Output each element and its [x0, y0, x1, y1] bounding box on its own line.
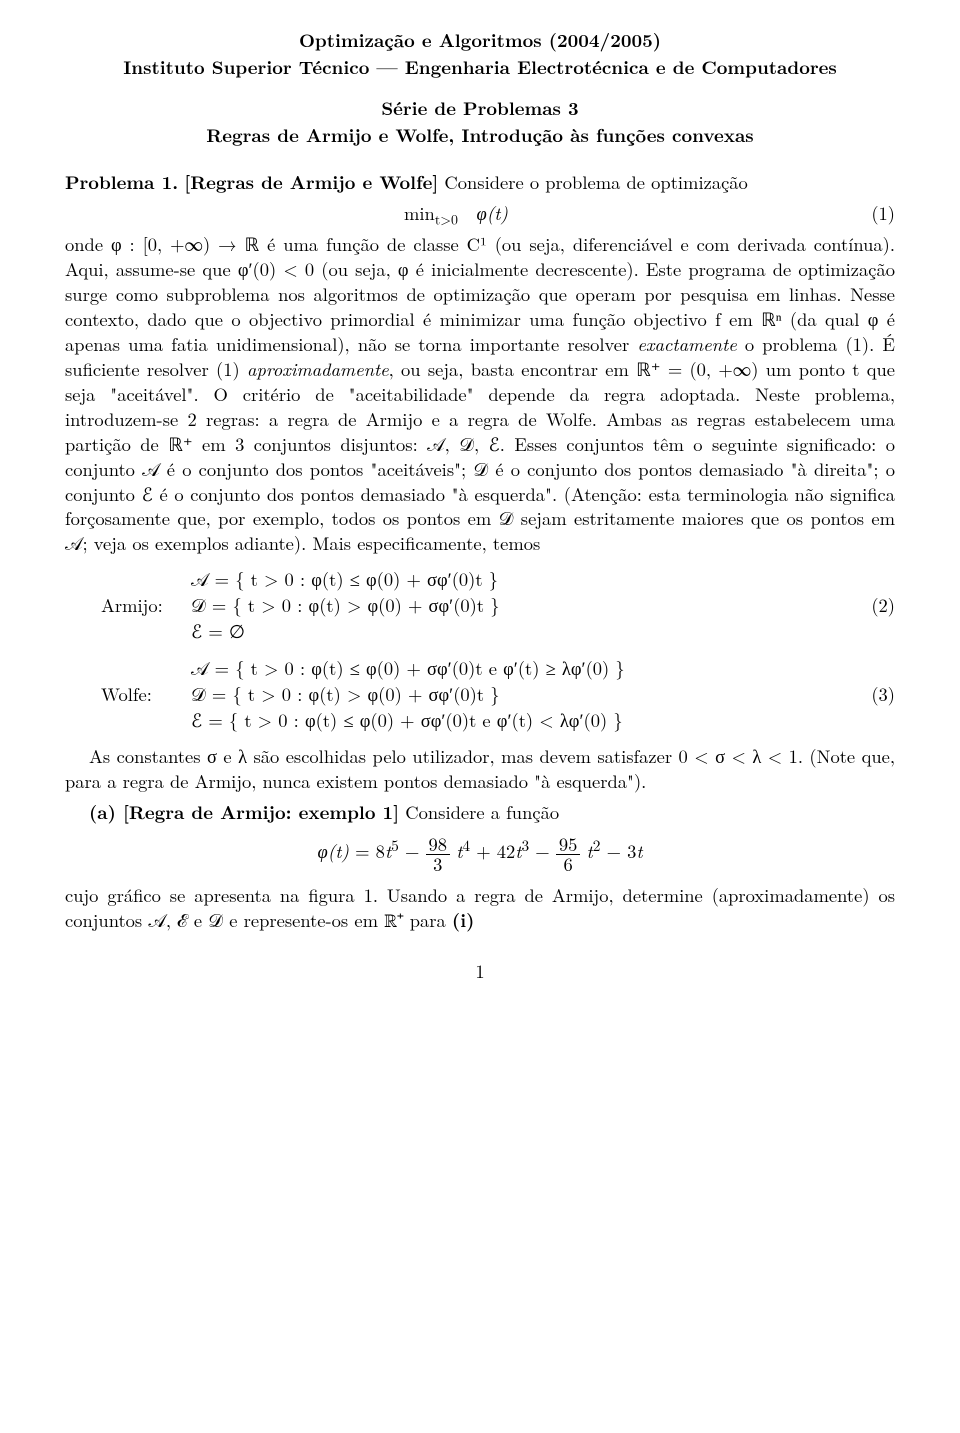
wolfe-label: Wolfe:: [101, 682, 191, 707]
wolfe-def-A: 𝒜 = { t > 0 : φ(t) ≤ φ(0) + σφ′(0)t e φ′…: [191, 656, 847, 681]
part-a-after: Considere a função: [399, 799, 559, 825]
body-part-3: , ou seja, basta encontrar em ℝ⁺ = (0, +…: [65, 356, 895, 557]
series-subtitle: Regras de Armijo e Wolfe, Introdução às …: [65, 123, 895, 148]
page-number: 1: [65, 959, 895, 984]
problem-bracket-title: [Regras de Armijo e Wolfe]: [184, 169, 438, 195]
eq-phi-lhs: φ(t): [317, 838, 349, 864]
wolfe-eqnum: (3): [847, 682, 895, 707]
part-a-tail-text: cujo gráfico se apresenta na figura 1. U…: [65, 882, 895, 933]
body-em-1: exactamente: [637, 331, 736, 357]
armijo-def-D: 𝒟 = { t > 0 : φ(t) > φ(0) + σφ′(0)t }: [191, 593, 847, 618]
problem-number: Problema 1.: [65, 169, 178, 195]
eq1-sub: t>0: [435, 210, 458, 230]
equation-1-number: (1): [847, 201, 895, 226]
armijo-eqnum: (2): [847, 593, 895, 618]
part-a-head: (a) [Regra de Armijo: exemplo 1]: [89, 799, 399, 825]
equation-1: mint>0 φ(t) (1): [65, 201, 895, 226]
equation-1-content: mint>0 φ(t): [65, 201, 847, 226]
body-em-2: aproximadamente: [247, 356, 389, 382]
armijo-def-E: ℰ = ∅: [191, 619, 847, 644]
series-title: Série de Problemas 3: [65, 96, 895, 121]
part-a-i: (i): [452, 907, 474, 933]
wolfe-def-D: 𝒟 = { t > 0 : φ(t) > φ(0) + σφ′(0)t }: [191, 682, 847, 707]
armijo-def-A: 𝒜 = { t > 0 : φ(t) ≤ φ(0) + σφ′(0)t }: [191, 567, 847, 592]
part-a-tail: cujo gráfico se apresenta na figura 1. U…: [65, 883, 895, 933]
eq1-min: min: [404, 200, 435, 226]
equation-phi: φ(t) = 8t5 − 983 t4 + 42t3 − 956 t2 − 3t: [65, 835, 895, 873]
problem-lead-text: Considere o problema de optimização: [438, 169, 748, 195]
wolfe-block: Wolfe: 𝒜 = { t > 0 : φ(t) ≤ φ(0) + σφ′(0…: [101, 655, 895, 734]
institution-line: Instituto Superior Técnico — Engenharia …: [65, 55, 895, 80]
armijo-block: Armijo: 𝒜 = { t > 0 : φ(t) ≤ φ(0) + σφ′(…: [101, 566, 895, 645]
problem-1-body: onde φ : [0, +∞) → ℝ é uma função de cla…: [65, 232, 895, 557]
constants-paragraph: As constantes σ e λ são escolhidas pelo …: [65, 744, 895, 794]
wolfe-def-E: ℰ = { t > 0 : φ(t) ≤ φ(0) + σφ′(0)t e φ′…: [191, 708, 847, 733]
armijo-label: Armijo:: [101, 593, 191, 618]
eq1-phi: φ(t): [476, 200, 508, 226]
course-title: Optimização e Algoritmos (2004/2005): [65, 28, 895, 53]
problem-1-lead: Problema 1. [Regras de Armijo e Wolfe] C…: [65, 170, 895, 195]
part-a-lead: (a) [Regra de Armijo: exemplo 1] Conside…: [65, 800, 895, 825]
